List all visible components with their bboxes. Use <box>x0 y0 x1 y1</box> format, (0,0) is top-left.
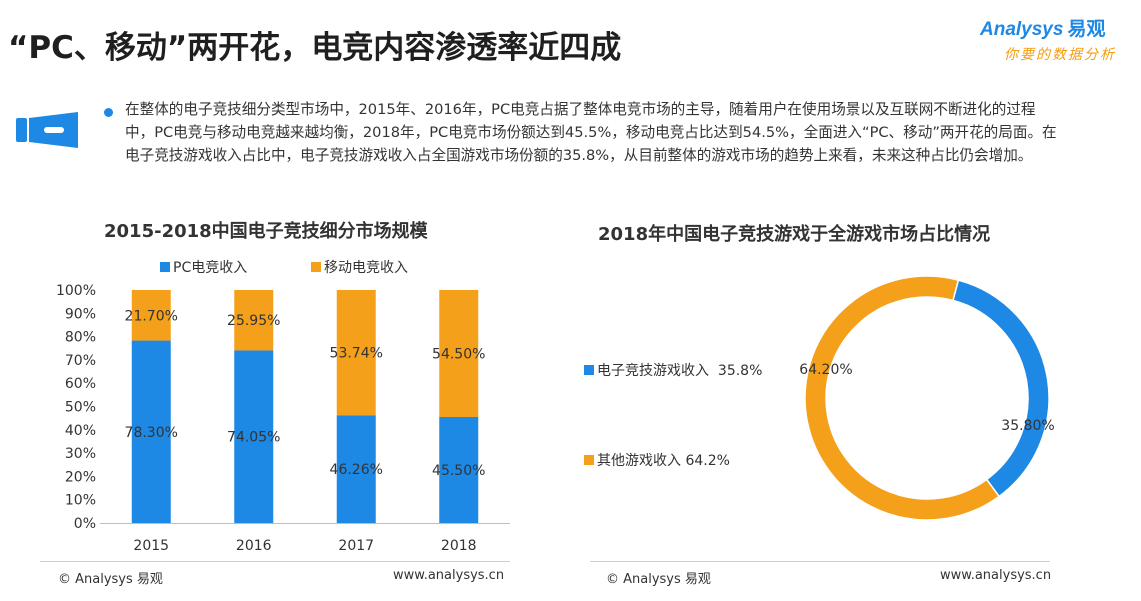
donut-legend-other-label: 其他游戏收入 <box>597 453 681 469</box>
footer-copyright-left: © Analysys 易观 <box>58 572 163 587</box>
y-tick-label: 80% <box>65 330 96 346</box>
logo-brand: Analysys 易观 <box>980 14 1105 41</box>
bar-data-label: 25.95% <box>227 313 280 329</box>
bar-legend-mobile-label: 移动电竞收入 <box>324 260 408 276</box>
legend-swatch-esports <box>584 365 594 375</box>
donut-chart: 35.80% 64.20% <box>799 275 1055 521</box>
y-tick-label: 40% <box>65 423 96 439</box>
bar-segment-pc <box>439 416 479 523</box>
donut-legend-other-value: 64.2% <box>685 453 730 469</box>
y-tick-label: 70% <box>65 353 96 369</box>
footer-url-left[interactable]: www.analysys.cn <box>393 568 505 583</box>
donut-legend-other: 其他游戏收入 64.2% <box>584 450 730 470</box>
y-tick-label: 50% <box>65 400 96 416</box>
x-tick-label: 2015 <box>133 538 169 554</box>
donut-slice-esports <box>952 279 1050 498</box>
bar-segment-pc <box>131 340 171 523</box>
bar-segment-mobile <box>234 290 274 351</box>
donut-legend-esports: 电子竞技游戏收入 35.8% <box>584 360 762 380</box>
bar-data-label: 74.05% <box>227 430 280 446</box>
donut-legend-esports-value: 35.8% <box>717 363 763 379</box>
legend-swatch-pc <box>160 262 170 272</box>
summary-text: 在整体的电子竞技细分类型市场中，2015年、2016年，PC电竞占据了整体电竞市… <box>125 101 1057 164</box>
logo-slogan: 你要的数据分析 <box>1004 47 1116 63</box>
footer-url-right[interactable]: www.analysys.cn <box>940 568 1052 583</box>
bar-segment-mobile <box>336 290 376 416</box>
y-tick-label: 0% <box>74 516 96 532</box>
bar-legend-pc-label: PC电竞收入 <box>173 260 248 276</box>
bar-segment-pc <box>336 415 376 523</box>
donut-slice-other <box>804 275 1001 521</box>
y-tick-label: 10% <box>65 493 96 509</box>
y-tick-label: 90% <box>65 306 96 322</box>
bar-data-label: 78.30% <box>125 425 178 441</box>
bar-legend-mobile: 移动电竞收入 <box>311 257 408 277</box>
donut-chart-title: 2018年中国电子竞技游戏于全游戏市场占比情况 <box>598 224 991 245</box>
legend-swatch-other <box>584 455 594 465</box>
stacked-bar-chart: 0% 10% 20% 30% 40% 50% 60% 70% 80% 90% 100% 78.30% 2… <box>56 283 510 554</box>
y-tick-label: 20% <box>65 469 96 485</box>
y-tick-label: 100% <box>56 283 96 299</box>
bar-legend-pc: PC电竞收入 <box>160 257 247 277</box>
analysys-logo: Analysys 易观 你要的数据分析 <box>980 14 1140 74</box>
y-tick-label: 60% <box>65 376 96 392</box>
y-tick-label: 30% <box>65 446 96 462</box>
x-tick-label: 2017 <box>338 538 374 554</box>
x-tick-label: 2016 <box>236 538 272 554</box>
bar-segment-mobile <box>131 290 171 341</box>
donut-legend-esports-label: 电子竞技游戏收入 <box>597 363 709 379</box>
bar-segment-mobile <box>439 290 479 417</box>
bar-data-label: 54.50% <box>432 346 485 362</box>
legend-swatch-mobile <box>311 262 321 272</box>
x-tick-label: 2018 <box>441 538 477 554</box>
bullet-dot <box>104 108 113 117</box>
bar-data-label: 46.26% <box>330 462 383 478</box>
footer-divider-left <box>40 561 510 562</box>
footer-copyright-right: © Analysys 易观 <box>606 572 711 587</box>
logo-brand-cn: 易观 <box>1067 19 1106 40</box>
page-title: “PC、移动”两开花，电竞内容渗透率近四成 <box>8 30 622 66</box>
bar-segment-pc <box>234 350 274 523</box>
bar-data-label: 53.74% <box>330 346 383 362</box>
donut-label-other: 64.20% <box>799 362 852 378</box>
donut-label-esports: 35.80% <box>1001 418 1054 434</box>
logo-brand-text: Analysys <box>980 19 1064 40</box>
megaphone-icon <box>16 112 78 148</box>
footer-divider-right <box>590 561 1050 562</box>
bar-data-label: 21.70% <box>125 308 178 324</box>
bar-data-label: 45.50% <box>432 463 485 479</box>
bar-chart-title: 2015-2018中国电子竞技细分市场规模 <box>104 221 428 242</box>
